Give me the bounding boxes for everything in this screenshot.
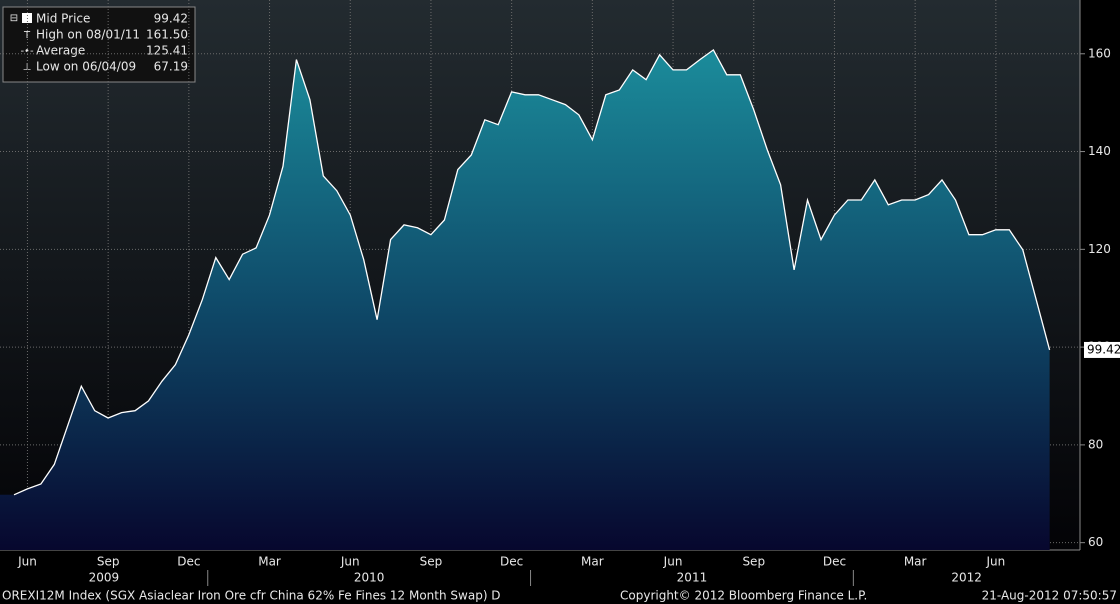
y-tick-label: 80 [1088, 437, 1103, 451]
last-value-box [1084, 341, 1120, 358]
area [0, 49, 1050, 551]
footer-copyright: Copyright© 2012 Bloomberg Finance L.P. [620, 589, 867, 603]
price-line [13, 48, 1051, 496]
x-tick-label: Mar [904, 555, 927, 569]
x-tick-label: Jun [17, 555, 37, 569]
legend-value: 125.41 [146, 44, 188, 58]
x-tick-label: Mar [258, 555, 281, 569]
last-value-label: 99.42 [1087, 342, 1120, 356]
legend-label: Low on 06/04/09 [36, 60, 136, 74]
x-tick-label: Sep [742, 555, 765, 569]
legend-value: 99.42 [154, 12, 188, 26]
y-tick-label: 140 [1088, 144, 1111, 158]
legend-value: 67.19 [154, 60, 188, 74]
legend-icon: T [23, 30, 31, 41]
y-tick-label: 160 [1088, 46, 1111, 60]
year-label: 2012 [951, 571, 982, 585]
x-tick-label: Mar [581, 555, 604, 569]
legend-box [2, 6, 196, 83]
year-label: 2009 [89, 571, 120, 585]
footer-timestamp: 21-Aug-2012 07:50:57 [982, 589, 1117, 603]
x-tick-label: Jun [985, 555, 1005, 569]
year-label: 2010 [354, 571, 385, 585]
footer-ticker: OREXI12M Index (SGX Asiaclear Iron Ore c… [2, 589, 501, 603]
legend-icon: ⊥ [23, 62, 32, 73]
x-tick-label: Dec [177, 555, 200, 569]
x-tick-label: Jun [340, 555, 360, 569]
year-label: 2011 [677, 571, 708, 585]
x-tick-label: Sep [420, 555, 443, 569]
legend-icon: ⊟ [10, 13, 18, 24]
legend-label: Mid Price [36, 12, 90, 26]
legend-label: Average [36, 44, 85, 58]
y-tick-label: 120 [1088, 242, 1111, 256]
x-tick-label: Jun [663, 555, 683, 569]
x-tick-label: Sep [97, 555, 120, 569]
y-tick-label: 60 [1088, 535, 1103, 549]
x-tick-label: Dec [500, 555, 523, 569]
x-tick-label: Dec [823, 555, 846, 569]
legend-value: 161.50 [146, 28, 188, 42]
legend-label: High on 08/01/11 [36, 28, 140, 42]
